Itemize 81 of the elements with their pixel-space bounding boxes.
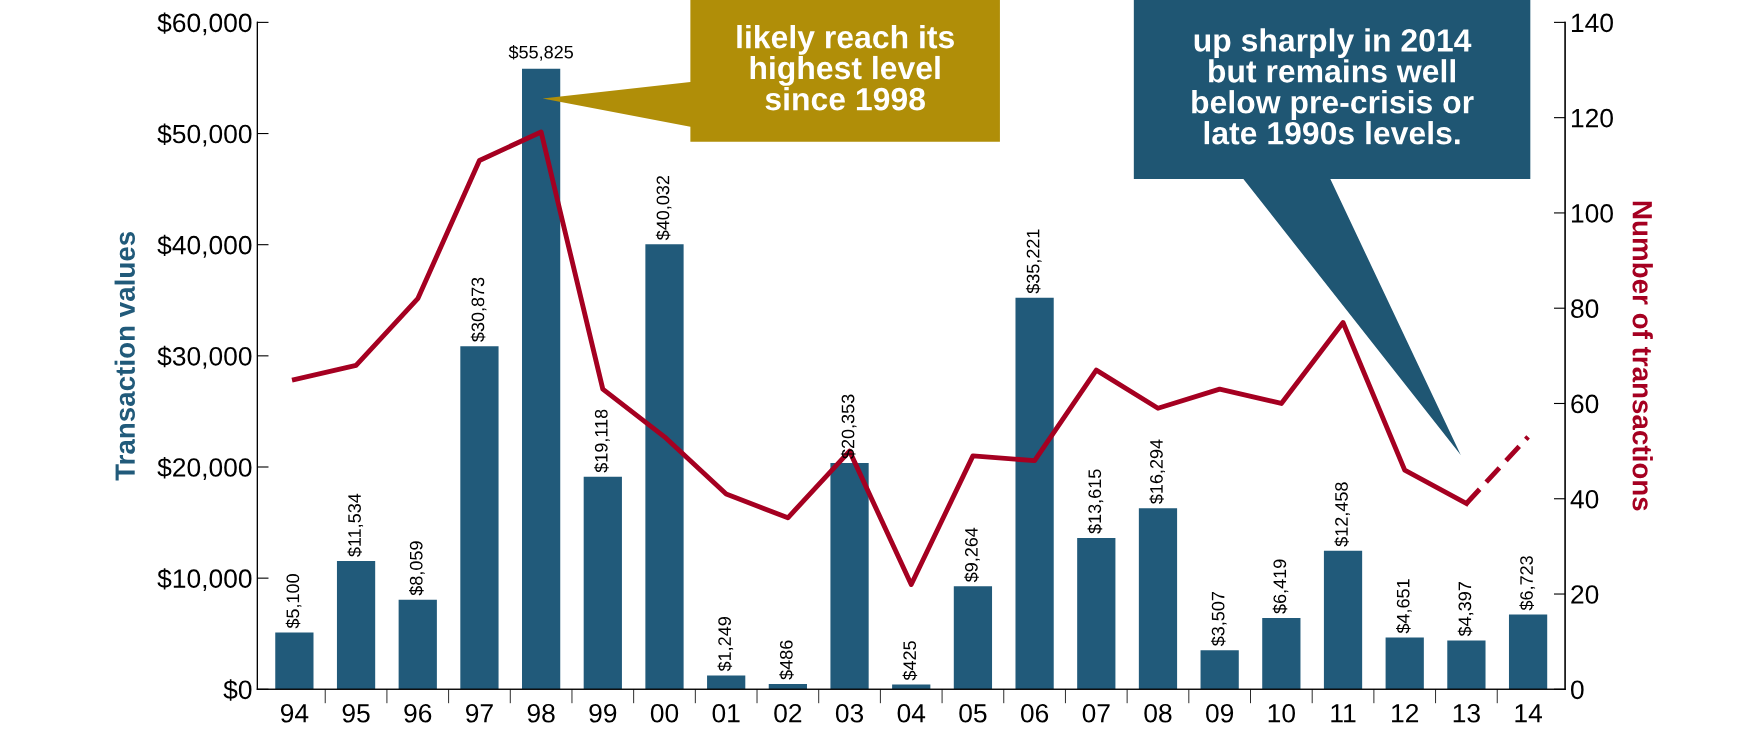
- y2-tick-label: 100: [1571, 204, 1613, 223]
- annotation: up sharply in 2014 but remains well below pre-crisis or late 1990s levels.: [1192, 28, 1474, 145]
- x-tick-label: 99: [589, 703, 617, 723]
- y2-tick-label: 40: [1570, 489, 1599, 509]
- y-tick-label: $0: [223, 679, 252, 701]
- bar: [336, 561, 376, 690]
- bar: [645, 244, 684, 690]
- bar: [1138, 508, 1178, 690]
- data-label: $55,825: [508, 45, 573, 61]
- data-label: $425: [902, 641, 918, 681]
- y2-tick-label: 60: [1571, 394, 1599, 414]
- data-label: $13,615: [1087, 469, 1104, 534]
- x-tick-label: 11: [1331, 704, 1356, 723]
- annotation: likely reach its highest level since 1998: [737, 24, 954, 111]
- x-tick-label: 01: [712, 703, 740, 723]
- data-label: $19,118: [594, 409, 610, 473]
- x-tick-label: 14: [1515, 704, 1542, 723]
- y-axis-title: Transaction values: [114, 231, 135, 481]
- bar: [275, 632, 314, 690]
- x-tick-label: 03: [835, 703, 864, 723]
- y-tick-label: $60,000: [157, 12, 252, 36]
- data-label: $486: [779, 640, 794, 680]
- data-label: $11,534: [347, 493, 364, 557]
- bar: [583, 476, 622, 690]
- x-tick-label: 04: [897, 703, 926, 723]
- x-tick-label: 13: [1453, 703, 1480, 723]
- x-tick-label: 06: [1020, 703, 1049, 723]
- bar: [460, 346, 499, 690]
- bar: [768, 683, 807, 690]
- data-label: $4,651: [1396, 579, 1412, 634]
- data-label: $40,032: [655, 175, 672, 241]
- y2-tick-label: 0: [1570, 680, 1584, 700]
- x-tick-label: 00: [650, 703, 679, 723]
- y2-tick-label: 80: [1571, 299, 1599, 319]
- x-tick-label: 09: [1206, 703, 1234, 723]
- bar: [1385, 637, 1424, 690]
- bar: [1262, 617, 1301, 690]
- bar: [398, 599, 437, 690]
- x-tick-label: 95: [342, 703, 370, 723]
- data-label: $9,264: [964, 527, 980, 583]
- y-tick-label: $50,000: [157, 123, 252, 147]
- x-tick-label: 05: [959, 703, 987, 723]
- x-tick-label: 97: [466, 703, 493, 723]
- bar: [830, 463, 869, 690]
- data-label: $8,059: [409, 541, 425, 596]
- data-label: $12,458: [1334, 482, 1351, 547]
- data-label: $4,397: [1457, 582, 1474, 637]
- bar: [1447, 640, 1486, 690]
- data-label: $20,353: [840, 394, 857, 459]
- data-label: $6,419: [1272, 559, 1289, 614]
- x-tick-label: 10: [1268, 703, 1295, 723]
- data-label: $35,221: [1025, 229, 1042, 294]
- bar: [1015, 297, 1054, 690]
- y2-tick-label: 140: [1571, 13, 1613, 33]
- bar: [1077, 537, 1116, 690]
- bar: [1200, 650, 1239, 690]
- y-tick-label: $20,000: [157, 457, 252, 480]
- data-label: $30,873: [470, 277, 487, 342]
- bar: [707, 675, 746, 690]
- y-tick-label: $40,000: [157, 234, 252, 258]
- bar: [522, 68, 561, 690]
- bar: [1323, 550, 1363, 690]
- x-tick-label: 94: [280, 703, 309, 723]
- x-tick-label: 12: [1392, 703, 1419, 723]
- data-label: $6,723: [1519, 556, 1536, 611]
- x-tick-label: 96: [404, 703, 432, 723]
- y-tick-label: $10,000: [157, 568, 252, 592]
- bar: [1508, 614, 1548, 690]
- y2-tick-label: 20: [1571, 585, 1599, 604]
- data-label: $3,507: [1210, 592, 1227, 647]
- x-tick-label: 08: [1144, 703, 1172, 723]
- x-tick-label: 02: [774, 703, 802, 723]
- y2-axis-title: Number of transactions: [1632, 201, 1653, 511]
- bar: [953, 586, 993, 690]
- y-tick-label: $30,000: [157, 345, 252, 369]
- data-label: $5,100: [285, 574, 302, 629]
- y2-tick-label: 120: [1571, 108, 1613, 128]
- x-tick-label: 98: [527, 703, 555, 723]
- x-tick-label: 07: [1082, 703, 1110, 723]
- data-label: $16,294: [1149, 439, 1165, 504]
- data-label: $1,249: [717, 617, 734, 672]
